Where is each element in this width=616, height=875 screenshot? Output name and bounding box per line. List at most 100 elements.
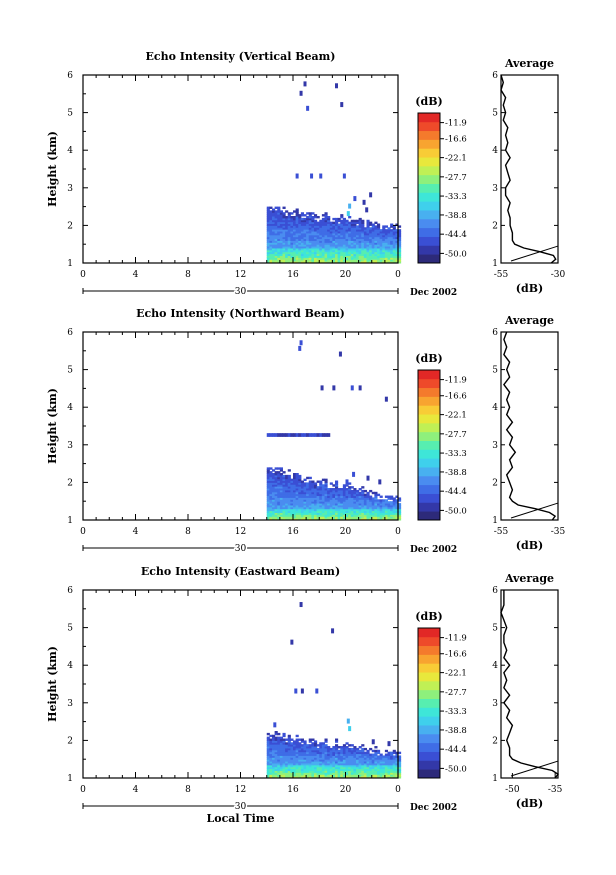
heatmap-cell <box>269 503 273 506</box>
heatmap-cell <box>361 510 365 513</box>
colorbar-swatch <box>418 378 440 389</box>
heatmap-cell <box>287 486 291 489</box>
heatmap-cell <box>340 234 344 238</box>
heatmap-cell <box>269 747 273 751</box>
heatmap-cell <box>269 514 273 517</box>
heatmap-cell <box>295 212 299 215</box>
heatmap-cell <box>282 242 286 245</box>
heatmap-cell <box>269 249 273 253</box>
heatmap-cell <box>332 259 336 262</box>
colorbar-tick-label: -11.9 <box>445 376 467 386</box>
heatmap-cell <box>285 236 289 240</box>
heatmap-cell <box>379 499 383 502</box>
heatmap-cell <box>279 516 283 519</box>
heatmap-cell <box>321 238 325 241</box>
heatmap-cell <box>279 488 283 491</box>
heatmap-cell <box>392 759 396 762</box>
heatmap-cell <box>314 746 318 749</box>
heatmap-cell <box>337 772 341 775</box>
heatmap-cell <box>361 232 365 236</box>
heatmap-cell <box>300 747 304 751</box>
heatmap-cell <box>342 495 346 498</box>
heatmap-cell <box>350 495 354 498</box>
heatmap-cell <box>314 759 318 762</box>
heatmap-cell <box>358 244 362 247</box>
heatmap-cell <box>384 516 388 519</box>
heatmap-cell <box>346 211 350 217</box>
heatmap-cell <box>282 257 286 260</box>
heatmap-cell <box>340 510 344 513</box>
heatmap-cell <box>298 512 302 515</box>
heatmap-cell <box>356 506 360 510</box>
colorbar-swatch <box>418 201 440 211</box>
heatmap-cell <box>269 734 273 738</box>
heatmap-cell <box>266 244 270 247</box>
heatmap-cell <box>358 776 362 779</box>
heatmap-cell <box>308 495 312 498</box>
heatmap-cell <box>369 229 373 232</box>
heatmap-cell <box>390 240 394 243</box>
heatmap-cell <box>366 261 370 264</box>
heatmap-cell <box>387 751 391 755</box>
heatmap-cell <box>324 253 328 256</box>
heatmap-cell <box>398 249 402 253</box>
heatmap-cell <box>335 776 339 779</box>
heatmap-cell <box>371 761 375 764</box>
heatmap-cell <box>285 488 289 491</box>
heatmap-cell <box>335 223 339 226</box>
heatmap-cell <box>387 247 391 251</box>
heatmap-cell <box>287 253 291 256</box>
heatmap-cell <box>319 770 323 773</box>
heatmap-cell <box>395 766 399 770</box>
heatmap-cell <box>274 736 278 740</box>
heatmap-cell <box>316 764 320 768</box>
heatmap-cell <box>295 223 299 226</box>
heatmap-cell <box>324 493 328 497</box>
heatmap-cell <box>266 747 270 751</box>
heatmap-cell <box>345 261 349 264</box>
heatmap-cell <box>279 770 283 773</box>
heatmap-cell <box>269 206 273 209</box>
heatmap-cell <box>377 772 381 775</box>
heatmap-cell <box>298 247 302 251</box>
heatmap-cell <box>279 510 283 513</box>
heatmap-cell <box>335 482 339 485</box>
heatmap-cell <box>274 253 278 256</box>
colorbar-swatch <box>418 236 440 246</box>
heatmap-cell <box>290 772 294 775</box>
heatmap-cell <box>303 508 307 512</box>
heatmap-cell <box>285 244 289 247</box>
heatmap-cell <box>374 751 378 755</box>
heatmap-cell <box>377 504 381 508</box>
heatmap-cell <box>348 493 352 497</box>
heatmap-cell <box>350 774 354 777</box>
heatmap-cell <box>319 493 323 497</box>
heatmap-cell <box>350 493 354 497</box>
heatmap-cell <box>392 768 396 771</box>
heatmap-cell <box>374 495 378 498</box>
heatmap-cell <box>324 238 328 241</box>
heatmap-cell <box>314 512 318 515</box>
heatmap-cell <box>269 504 273 508</box>
heatmap-cell <box>282 236 286 240</box>
heatmap-cell <box>319 480 323 483</box>
heatmap-cell <box>269 749 273 753</box>
heatmap-cell <box>293 261 297 264</box>
heatmap-cell <box>356 244 360 247</box>
heatmap-cell <box>324 749 328 753</box>
heatmap-cell <box>369 761 373 764</box>
heatmap-cell <box>282 223 286 226</box>
heatmap-cell <box>395 772 399 775</box>
heatmap-cell <box>374 749 378 753</box>
heatmap-cell <box>311 510 315 513</box>
heatmap-cell <box>306 229 310 232</box>
heatmap-cell <box>290 762 294 766</box>
heatmap-cell <box>327 749 331 753</box>
heatmap-cell <box>390 503 394 506</box>
heatmap-cell <box>342 173 346 179</box>
heatmap-cell <box>361 240 365 243</box>
heatmap-cell <box>311 253 315 256</box>
heatmap-cell <box>379 755 383 758</box>
heatmap-cell <box>356 518 360 521</box>
heatmap-cell <box>287 231 291 234</box>
